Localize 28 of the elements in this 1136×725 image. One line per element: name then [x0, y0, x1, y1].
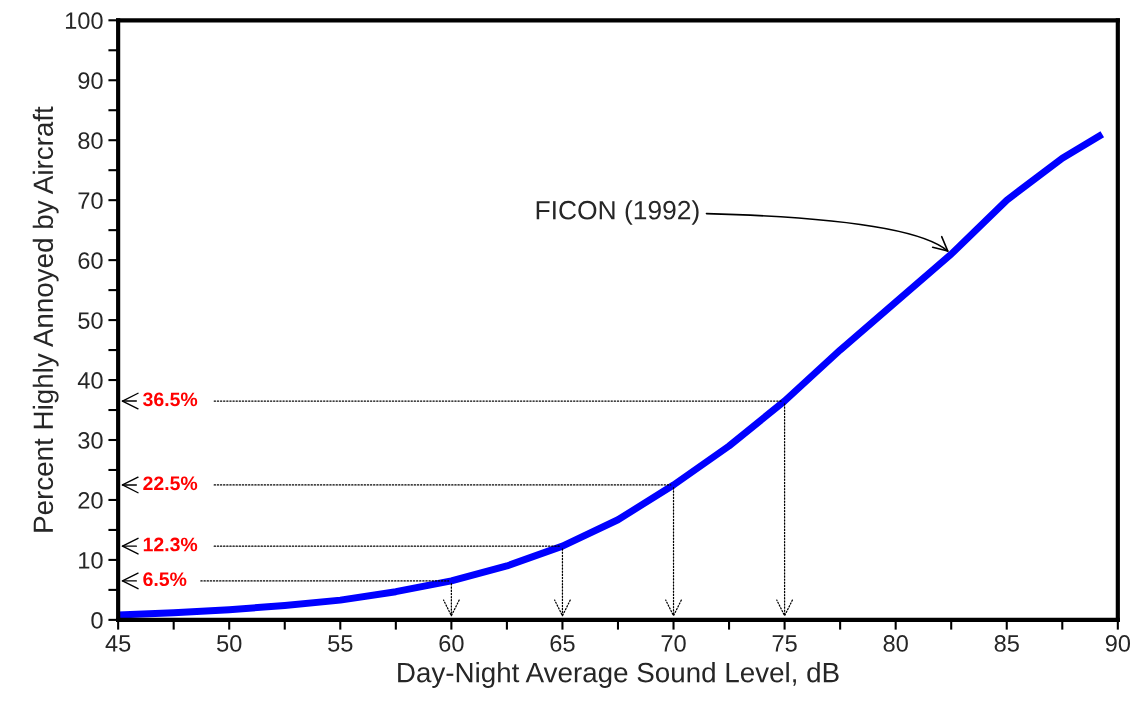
x-tick-label: 90 — [1105, 635, 1131, 652]
x-axis-title: Day-Night Average Sound Level, dB — [398, 662, 839, 688]
x-tick-label: 80 — [883, 635, 908, 652]
y-axis-title: Percent Highly Annoyed by Aircraft — [32, 106, 59, 532]
y-tick-label: 60 — [78, 252, 103, 269]
annotation: 22.5% — [143, 476, 198, 491]
text: FICON (1992) — [536, 200, 699, 225]
x-tick-label: 60 — [439, 635, 464, 652]
annotation: 6.5% — [143, 572, 187, 587]
x-tick-label: 50 — [217, 635, 242, 652]
y-tick-label: 100 — [65, 12, 103, 30]
x-tick-label: 75 — [772, 635, 797, 652]
x-tick-label: 55 — [328, 635, 353, 652]
y-tick-label: 70 — [78, 192, 103, 209]
x-tick-label: 45 — [105, 635, 131, 652]
y-tick-label: 90 — [78, 72, 103, 90]
x-tick-label: 70 — [661, 635, 686, 652]
y-tick-label: 50 — [78, 312, 103, 329]
annotation: 36.5% — [143, 392, 198, 407]
x-tick-label: 65 — [550, 635, 575, 652]
y-tick-label: 40 — [77, 372, 103, 389]
y-tick-label: 80 — [78, 132, 103, 149]
y-tick-label: 0 — [91, 611, 103, 629]
y-tick-label: 10 — [79, 551, 103, 569]
annotation: 12.3% — [143, 537, 198, 552]
x-tick-label: 85 — [994, 635, 1019, 652]
y-tick-label: 30 — [78, 432, 103, 449]
y-tick-label: 20 — [78, 492, 103, 509]
